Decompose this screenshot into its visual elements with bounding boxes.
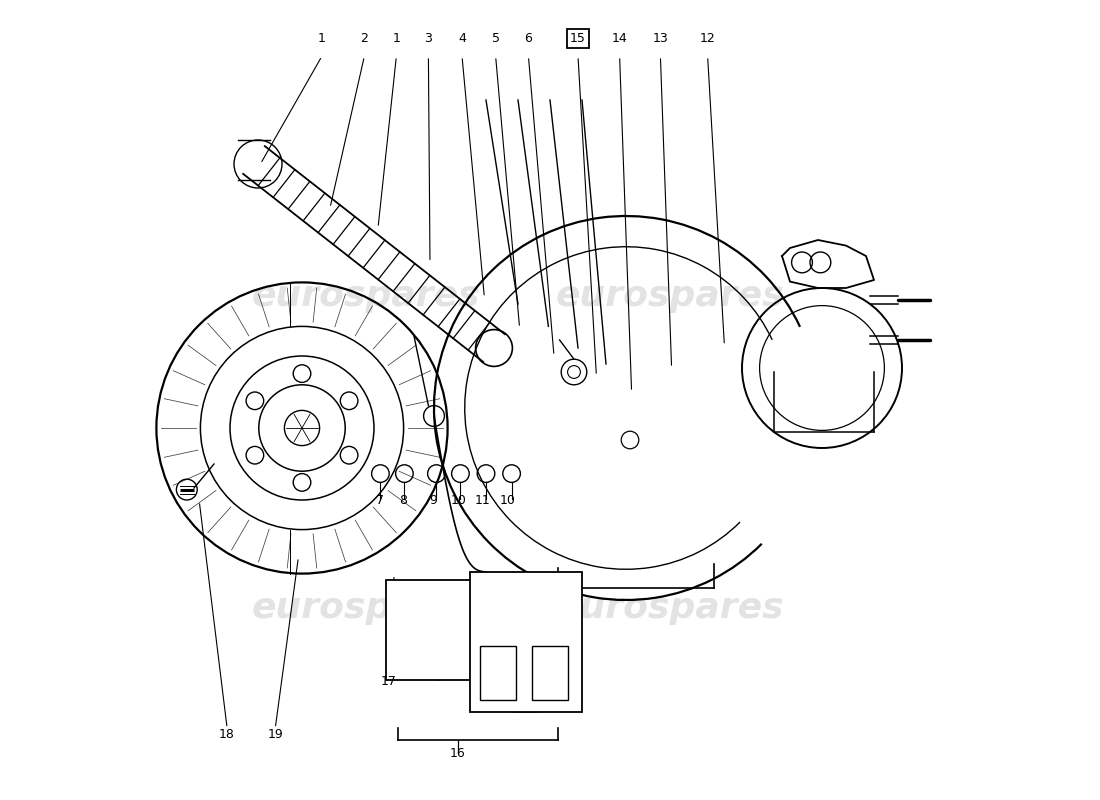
Text: 6: 6 bbox=[525, 32, 532, 45]
Text: eurospares: eurospares bbox=[556, 591, 784, 625]
Text: 11: 11 bbox=[475, 494, 491, 506]
Text: eurospares: eurospares bbox=[252, 279, 481, 313]
Text: 17: 17 bbox=[381, 675, 396, 688]
Bar bbox=[480, 646, 516, 700]
Text: 12: 12 bbox=[700, 32, 715, 45]
Circle shape bbox=[285, 410, 320, 446]
Text: 18: 18 bbox=[219, 728, 234, 741]
Bar bbox=[386, 580, 490, 680]
Text: 9: 9 bbox=[429, 494, 437, 506]
Text: 10: 10 bbox=[451, 494, 466, 506]
Bar bbox=[470, 572, 582, 712]
Text: 1: 1 bbox=[318, 32, 326, 45]
Text: 13: 13 bbox=[652, 32, 669, 45]
Text: eurospares: eurospares bbox=[252, 591, 481, 625]
Text: 16: 16 bbox=[450, 747, 466, 760]
Text: 5: 5 bbox=[492, 32, 499, 45]
Text: 2: 2 bbox=[361, 32, 368, 45]
Text: 10: 10 bbox=[499, 494, 516, 506]
Text: 3: 3 bbox=[425, 32, 432, 45]
Text: 7: 7 bbox=[375, 494, 384, 506]
Text: 19: 19 bbox=[267, 728, 284, 741]
Text: 8: 8 bbox=[399, 494, 408, 506]
Text: 15: 15 bbox=[570, 32, 586, 45]
Bar bbox=[531, 646, 568, 700]
Text: 14: 14 bbox=[612, 32, 627, 45]
Text: 1: 1 bbox=[393, 32, 400, 45]
Text: eurospares: eurospares bbox=[556, 279, 784, 313]
Text: 4: 4 bbox=[458, 32, 466, 45]
